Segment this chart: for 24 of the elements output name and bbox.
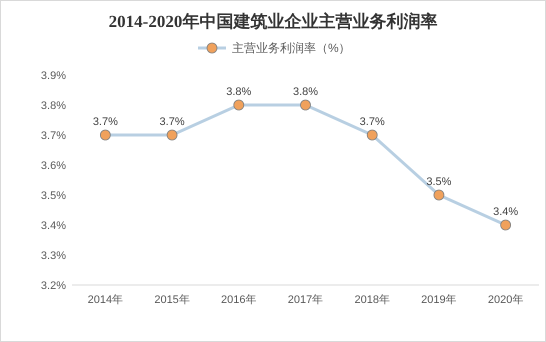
y-tick-label: 3.5% (40, 190, 66, 202)
chart-title: 2014-2020年中国建筑业企业主营业务利润率 (108, 12, 438, 31)
x-tick-label: 2016年 (221, 294, 257, 306)
y-tick-label: 3.6% (40, 160, 66, 172)
y-tick-label: 3.4% (40, 220, 66, 232)
data-label: 3.7% (160, 116, 185, 128)
data-label: 3.8% (226, 86, 252, 98)
y-tick-label: 3.9% (40, 70, 66, 82)
x-tick-label: 2020年 (488, 294, 524, 306)
y-tick-label: 3.3% (40, 250, 66, 262)
x-tick-label: 2014年 (88, 294, 124, 306)
data-label: 3.5% (426, 176, 452, 188)
data-label: 3.7% (360, 116, 385, 128)
x-tick-label: 2019年 (421, 294, 457, 306)
data-label: 3.8% (292, 86, 318, 98)
legend-label: 主营业务利润率（%） (232, 41, 351, 55)
y-tick-label: 3.8% (40, 100, 66, 112)
y-tick-label: 3.7% (40, 130, 66, 142)
data-label: 3.4% (493, 206, 518, 218)
x-tick-label: 2017年 (288, 294, 324, 306)
y-tick-label: 3.2% (40, 280, 66, 292)
x-tick-label: 2015年 (154, 294, 190, 306)
x-tick-label: 2018年 (354, 294, 390, 306)
data-label: 3.7% (92, 116, 118, 128)
